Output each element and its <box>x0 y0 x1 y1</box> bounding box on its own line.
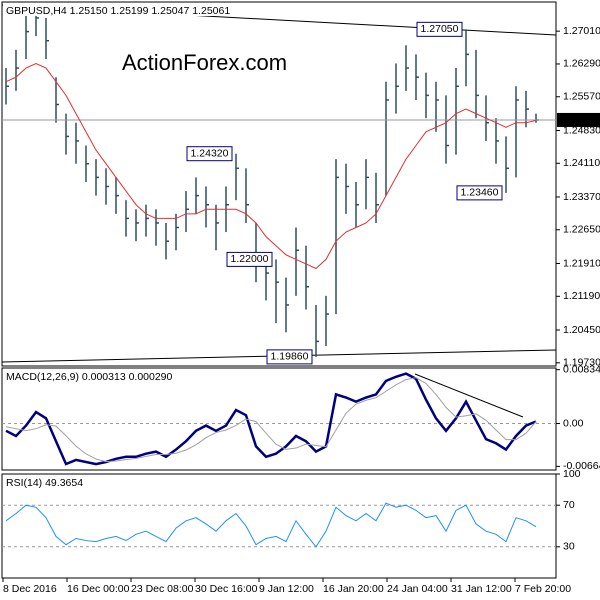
y-tick-label: 1.21190 <box>563 290 600 302</box>
y-tick-label: 70 <box>563 499 575 511</box>
watermark: ActionForex.com <box>122 50 287 75</box>
title-bg <box>3 476 87 488</box>
y-tick-label: 1.27010 <box>563 25 600 37</box>
y-tick-label: 1.25570 <box>563 91 600 103</box>
indicator-line <box>5 502 537 548</box>
trend-line <box>414 373 524 418</box>
y-tick-label: 0.008341 <box>563 363 600 375</box>
title-bg <box>3 4 239 16</box>
annotation-box <box>226 251 273 267</box>
y-tick-label: 1.20450 <box>563 324 600 336</box>
y-tick-label: 1.24110 <box>563 157 600 169</box>
y-tick-label: 1.26290 <box>563 58 600 70</box>
panel-frame <box>1 367 557 471</box>
annotation-label: 1.23460 <box>461 187 499 199</box>
x-tick-label: 24 Jan 04:00 <box>387 583 448 595</box>
last-price-box <box>557 112 600 127</box>
y-tick-label: 1.24830 <box>563 124 600 136</box>
indicator-line <box>5 62 537 270</box>
panel-frame <box>1 1 557 367</box>
panel-title: RSI(14) 49.3654 <box>6 477 83 489</box>
annotation-label: 1.22000 <box>231 253 269 265</box>
annotation-box <box>266 349 313 365</box>
y-tick-label: 30 <box>563 541 575 553</box>
x-tick-label: 30 Dec 16:00 <box>195 583 258 595</box>
x-tick-label: 7 Feb 20:00 <box>515 583 571 595</box>
y-tick-label: 100 <box>563 468 581 480</box>
x-tick-label: 9 Jan 12:00 <box>259 583 314 595</box>
y-tick-label: 1.22650 <box>563 224 600 236</box>
annotation-label: 1.19860 <box>271 351 309 363</box>
panel-frame <box>1 473 557 579</box>
annotation-label: 1.24320 <box>191 147 229 159</box>
annotation-box <box>456 185 503 201</box>
x-tick-label: 23 Dec 08:00 <box>131 583 194 595</box>
y-tick-label: 0.00 <box>563 417 584 429</box>
last-price-label: 1.25061 <box>560 114 598 126</box>
x-tick-label: 31 Jan 12:00 <box>451 583 512 595</box>
annotation-box <box>186 146 233 162</box>
x-tick-label: 8 Dec 2016 <box>3 583 57 595</box>
y-tick-label: 1.21910 <box>563 257 600 269</box>
x-tick-label: 16 Dec 00:00 <box>67 583 130 595</box>
annotation-label: 1.27050 <box>421 23 459 35</box>
indicator-line <box>5 377 537 463</box>
x-tick-label: 16 Jan 20:00 <box>323 583 384 595</box>
indicator-line <box>5 372 537 466</box>
y-tick-label: 1.19730 <box>563 357 600 369</box>
panel-title: GBPUSD,H4 1.25150 1.25199 1.25047 1.2506… <box>6 5 230 17</box>
panel-title: MACD(12,26,9) 0.000313 0.000290 <box>6 371 173 383</box>
annotation-box <box>416 21 463 37</box>
title-bg <box>3 370 177 382</box>
y-tick-label: 1.23370 <box>563 191 600 203</box>
y-tick-label: -0.006641 <box>563 460 600 472</box>
